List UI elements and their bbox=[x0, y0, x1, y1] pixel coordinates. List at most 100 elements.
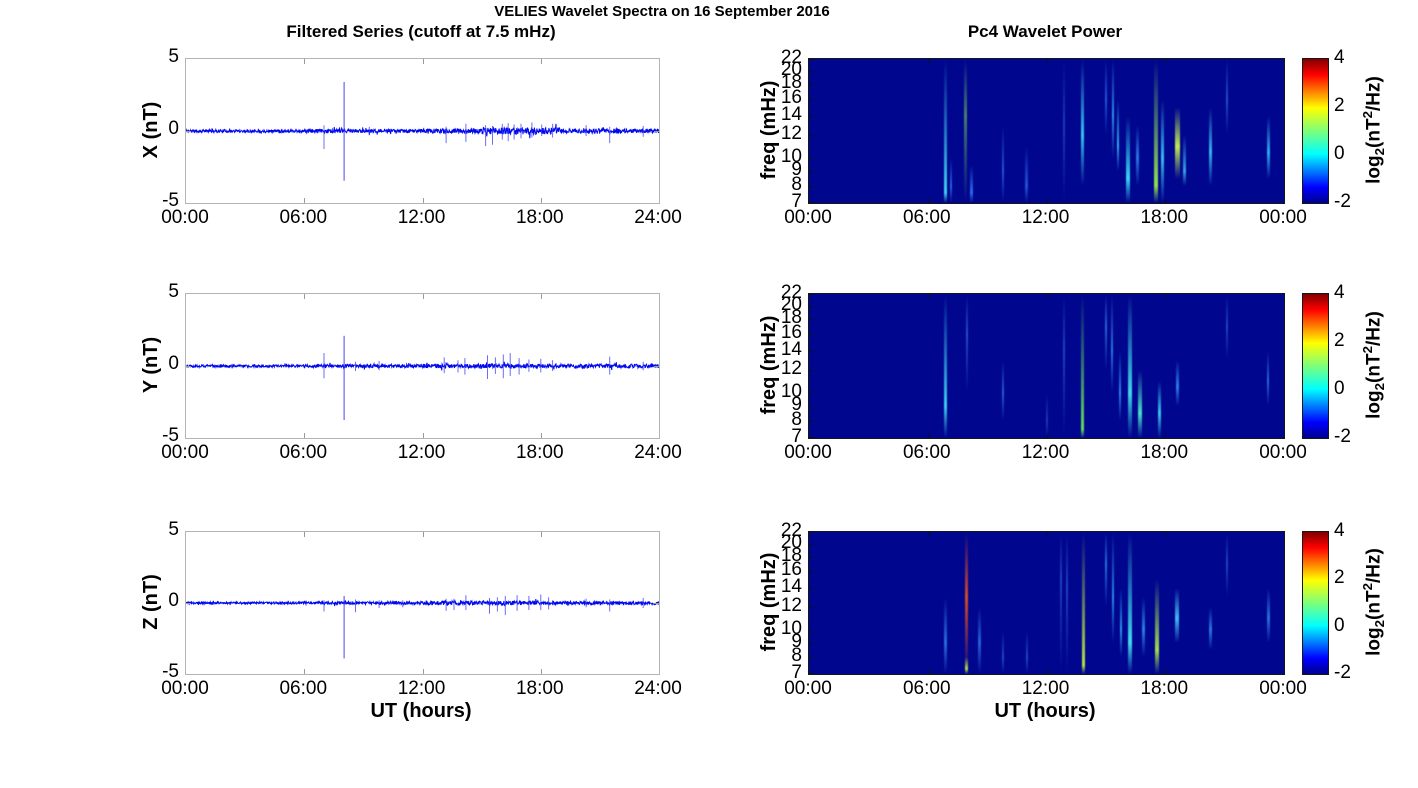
x-tick-label: 06:00 bbox=[902, 678, 951, 699]
y-tick-label: 8 bbox=[791, 409, 802, 431]
axis-tick bbox=[927, 532, 929, 536]
x-tick-label: 24:00 bbox=[634, 207, 682, 228]
axis-tick bbox=[809, 543, 813, 545]
colorbar-label-suffix: /Hz) bbox=[1363, 76, 1385, 111]
y-tick-label: 0 bbox=[168, 353, 179, 374]
y-tick-label: 5 bbox=[168, 281, 179, 302]
axis-tick bbox=[809, 84, 813, 86]
wavelet-streak bbox=[1182, 135, 1186, 187]
wavelet-streak bbox=[1155, 579, 1160, 674]
wavelet-streak bbox=[1116, 99, 1119, 172]
y-tick-label: 12 bbox=[780, 595, 802, 617]
axis-tick bbox=[809, 370, 813, 372]
wavelet-streak bbox=[1141, 597, 1145, 658]
colorbar-label-suffix: /Hz) bbox=[1363, 311, 1385, 346]
ut-hours-label-left: UT (hours) bbox=[370, 700, 472, 722]
y-tick-label: 18 bbox=[780, 72, 802, 94]
y-tick-label: 5 bbox=[168, 46, 179, 67]
colorbar-label: log2(nT2/Hz) bbox=[1360, 531, 1387, 673]
y-tick-label: 16 bbox=[780, 87, 802, 109]
wavelet-streak bbox=[1225, 59, 1228, 136]
y-axis-label: freq (mHz) bbox=[758, 552, 780, 652]
wavelet-streak bbox=[1266, 115, 1270, 179]
axis-tick bbox=[422, 433, 424, 438]
y-tick-label: 20 bbox=[780, 531, 802, 553]
colorbar-tick-label: 4 bbox=[1334, 520, 1345, 541]
wavelet-streak bbox=[1001, 125, 1004, 203]
axis-tick bbox=[809, 657, 813, 659]
wavelet-streak bbox=[1267, 350, 1270, 407]
x-tick-label: 00:00 bbox=[161, 207, 209, 228]
y-tick-label: 9 bbox=[791, 630, 802, 652]
colorbar-label: log2(nT2/Hz) bbox=[1360, 58, 1387, 202]
x-tick-label: 00:00 bbox=[161, 678, 209, 699]
colorbar-label-subscript: 2 bbox=[1372, 382, 1388, 391]
y-tick-label: 0 bbox=[168, 118, 179, 139]
colorbar-tick-label: 2 bbox=[1334, 567, 1345, 589]
axis-tick bbox=[540, 669, 542, 674]
axis-tick bbox=[927, 434, 929, 438]
axis-tick bbox=[809, 115, 813, 117]
wavelet-streak bbox=[1175, 360, 1179, 407]
colorbar-tick-label: 2 bbox=[1334, 330, 1345, 351]
x-tick-label: 18:00 bbox=[515, 442, 564, 463]
colorbar-tick-label: -2 bbox=[1334, 191, 1351, 212]
left-subplot-title: Filtered Series (cutoff at 7.5 mHz) bbox=[286, 22, 556, 41]
y-axis-label: Z (nT) bbox=[140, 574, 162, 630]
x-tick-label: 18:00 bbox=[1140, 442, 1189, 463]
axis-tick bbox=[1046, 199, 1048, 203]
timeseries-panel-z bbox=[185, 531, 660, 675]
axis-tick bbox=[809, 421, 813, 423]
axis-tick bbox=[809, 305, 813, 307]
axis-tick bbox=[304, 294, 306, 299]
axis-tick bbox=[1046, 670, 1048, 674]
wavelet-streak bbox=[1174, 107, 1180, 179]
axis-tick bbox=[422, 198, 424, 203]
axis-tick bbox=[809, 186, 813, 188]
axis-tick bbox=[304, 198, 306, 203]
colorbar bbox=[1302, 293, 1329, 439]
x-tick-label: 06:00 bbox=[902, 442, 951, 463]
x-tick-label: 00:00 bbox=[1259, 442, 1307, 463]
y-tick-label: 12 bbox=[780, 123, 802, 145]
wavelet-streak bbox=[969, 164, 973, 203]
wavelet-streak bbox=[1127, 294, 1132, 438]
axis-tick bbox=[809, 171, 813, 173]
wavelet-streak bbox=[977, 607, 981, 674]
y-tick-label: 16 bbox=[780, 322, 802, 344]
axis-tick bbox=[1165, 294, 1167, 298]
wavelet-streak bbox=[1209, 107, 1213, 187]
axis-tick bbox=[1046, 59, 1048, 63]
wavelet-streak bbox=[1001, 360, 1004, 422]
axis-tick bbox=[540, 532, 542, 537]
axis-tick bbox=[540, 294, 542, 299]
colorbar-label-superscript: 2 bbox=[1360, 110, 1375, 119]
axis-tick bbox=[422, 532, 424, 537]
spectrogram-panel-x bbox=[808, 58, 1285, 204]
axis-tick bbox=[927, 199, 929, 203]
colorbar-label-prefix: log bbox=[1363, 627, 1385, 656]
x-tick-label: 06:00 bbox=[279, 678, 328, 699]
colorbar-tick-label: 4 bbox=[1334, 47, 1345, 68]
y-tick-label: 10 bbox=[780, 617, 802, 639]
wavelet-streak bbox=[1125, 115, 1130, 203]
y-tick-label: 7 bbox=[791, 191, 802, 212]
axis-tick bbox=[927, 294, 929, 298]
x-tick-label: 18:00 bbox=[515, 678, 564, 699]
y-axis-label: X (nT) bbox=[140, 101, 162, 159]
wavelet-streak bbox=[1160, 99, 1164, 203]
y-tick-label: -5 bbox=[162, 425, 179, 446]
wavelet-streak bbox=[1025, 146, 1029, 203]
colorbar-tick-label: -2 bbox=[1334, 662, 1351, 683]
axis-tick bbox=[809, 135, 813, 137]
y-tick-label: 7 bbox=[791, 662, 802, 683]
y-tick-label: 14 bbox=[780, 576, 802, 598]
signal-trace bbox=[186, 335, 659, 420]
colorbar-tick-label: 0 bbox=[1334, 378, 1345, 399]
axis-tick bbox=[186, 603, 191, 604]
axis-tick bbox=[809, 350, 813, 352]
x-tick-label: 24:00 bbox=[634, 442, 682, 463]
axis-tick bbox=[927, 670, 929, 674]
wavelet-streak bbox=[949, 158, 952, 203]
wavelet-streak bbox=[1104, 532, 1107, 608]
